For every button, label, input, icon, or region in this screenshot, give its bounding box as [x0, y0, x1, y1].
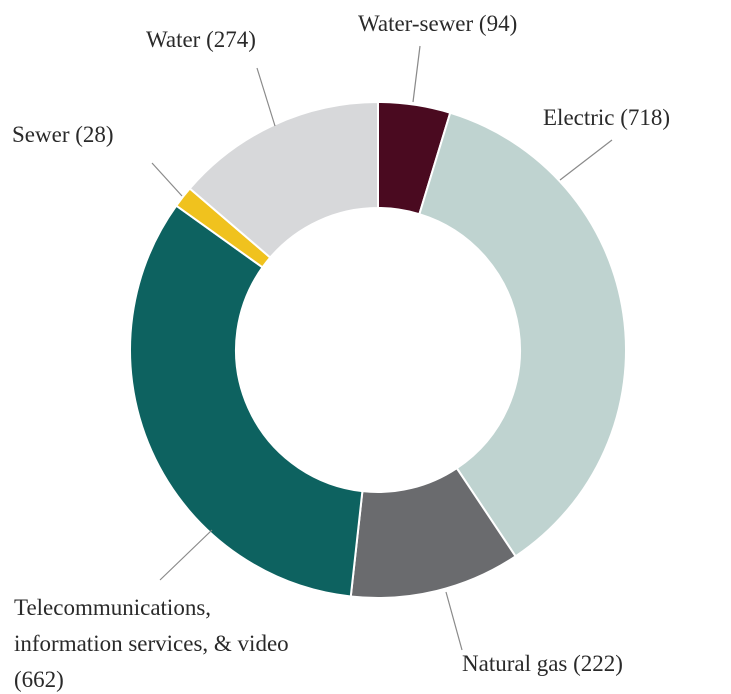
- value-label: (94): [478, 11, 518, 36]
- leader-line: [559, 139, 613, 181]
- donut-slice: [188, 100, 379, 259]
- value-label: (222): [573, 651, 623, 676]
- value-label: (718): [620, 105, 671, 130]
- value-label: (28): [75, 122, 114, 147]
- leader-line: [159, 529, 213, 581]
- leader-line: [412, 45, 421, 103]
- category-label: Sewer: [12, 122, 70, 147]
- slice-label: Water-sewer (94): [358, 6, 517, 42]
- slice-label: Telecommunications, information services…: [14, 590, 319, 694]
- donut-slice: [418, 111, 627, 558]
- slice-label: Natural gas (222): [462, 646, 623, 682]
- category-label: Water-sewer: [358, 11, 474, 36]
- value-label: (274): [206, 27, 256, 52]
- leader-line: [256, 67, 276, 127]
- slice-label: Electric (718): [543, 100, 670, 136]
- category-label: Telecommunications, information services…: [14, 595, 289, 656]
- category-label: Water: [146, 27, 201, 52]
- leader-line: [445, 591, 463, 651]
- slice-label: Water (274): [146, 22, 256, 58]
- slice-label: Sewer (28): [12, 117, 114, 153]
- leader-line: [151, 162, 183, 197]
- category-label: Natural gas: [462, 651, 568, 676]
- category-label: Electric: [543, 105, 615, 130]
- value-label: (662): [14, 667, 64, 692]
- donut-slice: [129, 204, 364, 598]
